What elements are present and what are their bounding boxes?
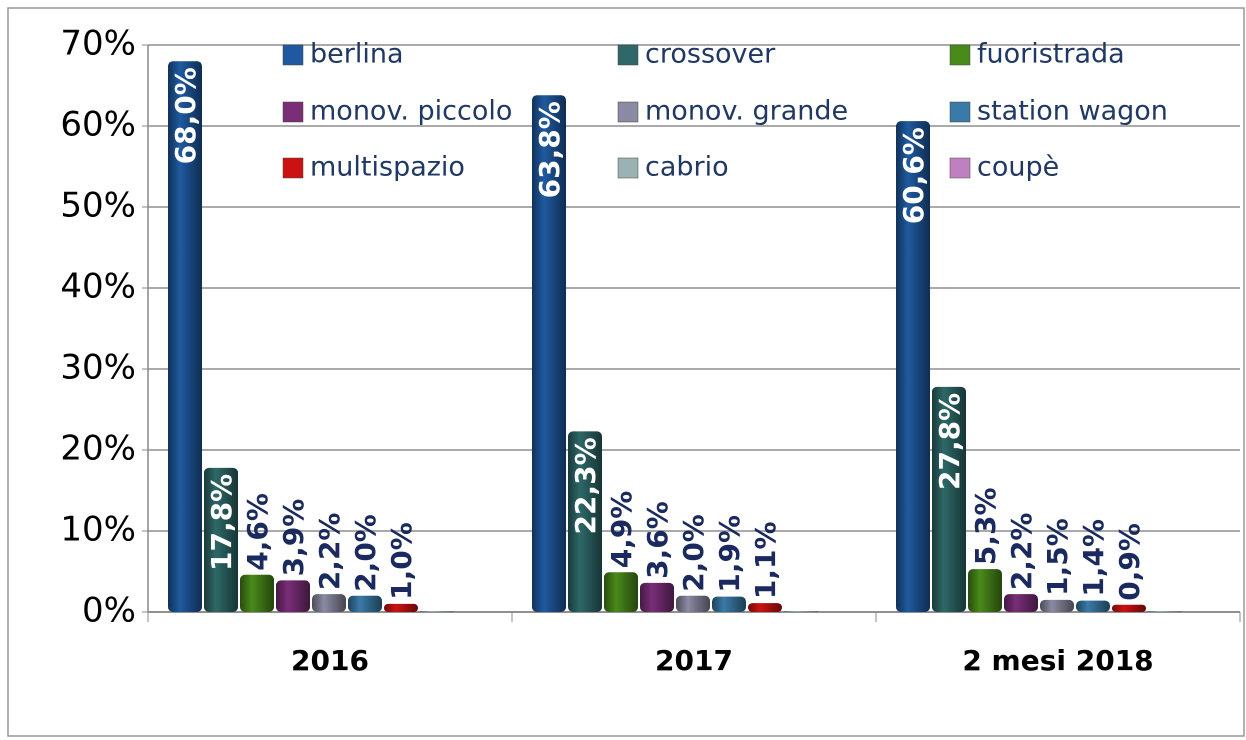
y-tick-label: 30% [60, 348, 136, 388]
legend-label: cabrio [645, 152, 729, 183]
legend-label: multispazio [310, 152, 465, 183]
legend-label: coupè [977, 152, 1059, 183]
data-label: 3,6% [641, 501, 674, 579]
data-label: 2,2% [313, 513, 346, 591]
data-label: 27,8% [933, 393, 966, 490]
bar-shade [204, 467, 238, 612]
legend-label: station wagon [977, 96, 1168, 127]
bar-shade [1004, 594, 1038, 612]
bar-shade [240, 574, 274, 612]
data-label: 4,9% [605, 491, 638, 569]
data-label: 3,9% [277, 499, 310, 577]
bar-shade [312, 594, 346, 612]
data-label: 5,3% [969, 487, 1002, 565]
y-tick-label: 50% [60, 186, 136, 226]
x-tick-label: 2016 [291, 644, 369, 677]
bar-shade [276, 580, 310, 612]
bar-shade [1076, 600, 1110, 612]
legend-label: monov. grande [645, 96, 848, 127]
data-label: 1,5% [1041, 518, 1074, 596]
legend-swatch [949, 101, 971, 123]
x-tick-label: 2 mesi 2018 [962, 644, 1153, 677]
data-label: 63,8% [533, 101, 566, 198]
bar-shade [604, 572, 638, 612]
legend-swatch [617, 44, 639, 66]
bar-shade [348, 595, 382, 612]
data-label: 0,9% [1113, 523, 1146, 601]
y-tick-label: 10% [60, 510, 136, 550]
data-label: 1,4% [1077, 519, 1110, 597]
bar-shade [896, 121, 930, 612]
legend-swatch [949, 44, 971, 66]
y-tick-label: 60% [60, 105, 136, 145]
y-tick-label: 40% [60, 267, 136, 307]
data-label: 2,0% [349, 514, 382, 592]
y-tick-label: 70% [60, 24, 136, 64]
data-label: 17,8% [205, 474, 238, 571]
data-label: 60,6% [897, 127, 930, 224]
legend-swatch [949, 157, 971, 179]
data-label: 2,2% [1005, 513, 1038, 591]
legend-swatch [617, 157, 639, 179]
bar-shade [384, 603, 418, 612]
bar-shade [784, 611, 818, 612]
data-label: 22,3% [569, 437, 602, 534]
data-label: 1,9% [713, 515, 746, 593]
bar-shade [932, 386, 966, 612]
data-label: 1,1% [749, 521, 782, 599]
data-label: 2,0% [677, 514, 710, 592]
legend-label: berlina [310, 39, 404, 70]
chart-frame [7, 7, 1245, 737]
bar-shade [420, 611, 454, 612]
legend-swatch [282, 44, 304, 66]
bar-shade [568, 431, 602, 612]
data-label: 68,0% [169, 67, 202, 164]
bar-shade [168, 61, 202, 612]
x-tick-label: 2017 [655, 644, 733, 677]
legend-swatch [617, 101, 639, 123]
legend-swatch [282, 101, 304, 123]
y-tick-label: 0% [82, 591, 136, 631]
bar-shade [968, 569, 1002, 612]
bar-shade [676, 595, 710, 612]
y-tick-label: 20% [60, 429, 136, 469]
bar-shade [1112, 604, 1146, 612]
bar-shade [1040, 599, 1074, 612]
bar-shade [1148, 611, 1182, 612]
bar-shade [712, 596, 746, 612]
legend-label: fuoristrada [977, 39, 1125, 70]
bar-shade [532, 95, 566, 613]
bar-shade [640, 582, 674, 612]
bar-shade [748, 603, 782, 612]
data-label: 4,6% [241, 493, 274, 571]
legend-label: monov. piccolo [310, 96, 512, 127]
data-label: 1,0% [385, 522, 418, 600]
legend-swatch [282, 157, 304, 179]
legend-label: crossover [645, 39, 776, 70]
